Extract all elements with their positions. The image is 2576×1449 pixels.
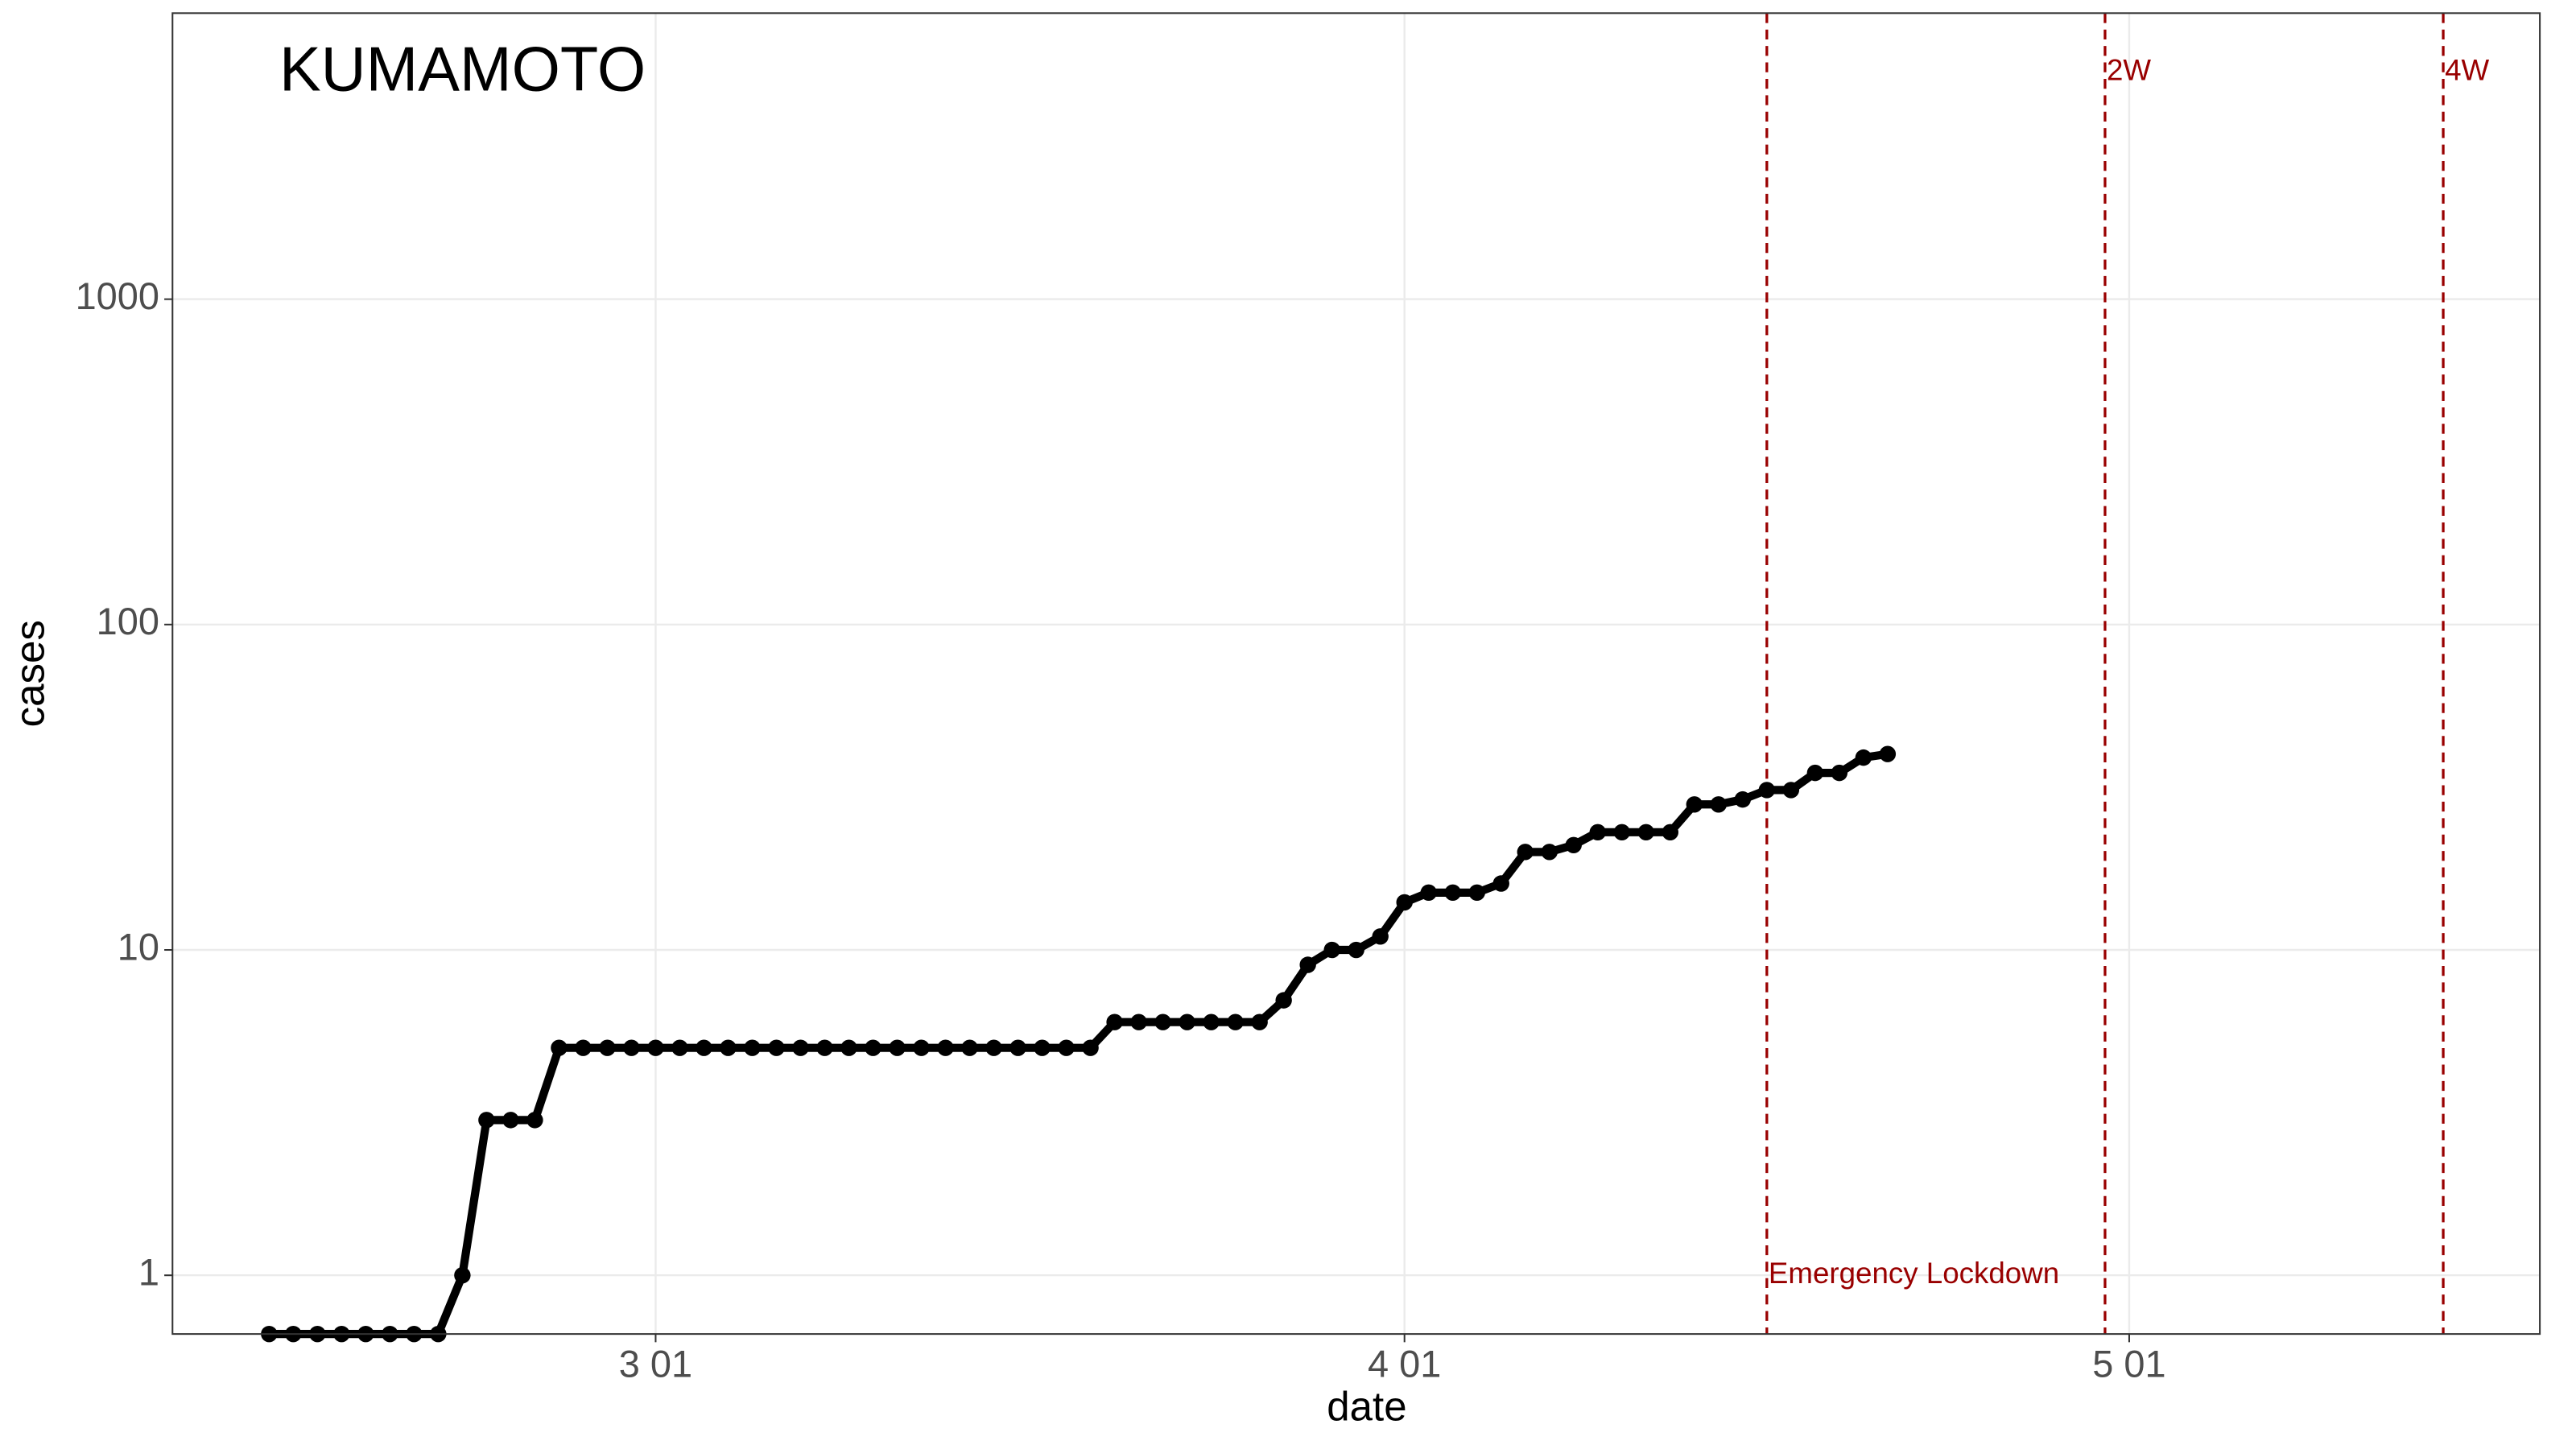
x-axis-label: date xyxy=(1327,1384,1406,1430)
data-point xyxy=(1299,956,1316,973)
data-point xyxy=(720,1039,737,1056)
reference-label: Emergency Lockdown xyxy=(1769,1257,2059,1290)
data-point xyxy=(913,1039,930,1056)
data-point xyxy=(1034,1039,1051,1056)
data-point xyxy=(961,1039,978,1056)
data-point xyxy=(1396,894,1413,911)
data-point xyxy=(1082,1039,1099,1056)
data-point xyxy=(1662,824,1679,841)
reference-label: 4W xyxy=(2445,53,2489,86)
data-point xyxy=(1782,782,1800,799)
data-point xyxy=(1251,1013,1268,1030)
data-point xyxy=(1637,824,1654,841)
data-point xyxy=(889,1039,906,1056)
data-point xyxy=(816,1039,833,1056)
data-point xyxy=(1130,1013,1147,1030)
x-tick-label: 3 01 xyxy=(619,1343,692,1385)
y-tick-label: 1 xyxy=(138,1252,159,1294)
data-point xyxy=(647,1039,664,1056)
panel-background xyxy=(172,13,2541,1335)
data-point xyxy=(526,1112,543,1129)
data-point xyxy=(671,1039,688,1056)
data-point xyxy=(1565,836,1582,853)
chart-title: KUMAMOTO xyxy=(279,35,646,104)
panel-border xyxy=(171,12,2541,1335)
data-point xyxy=(599,1039,616,1056)
data-point xyxy=(840,1039,857,1056)
data-point xyxy=(1806,764,1824,782)
data-point xyxy=(1710,796,1728,813)
data-point xyxy=(502,1112,519,1129)
data-point xyxy=(1179,1013,1195,1030)
data-point xyxy=(478,1112,495,1129)
data-point xyxy=(1758,782,1776,799)
data-point xyxy=(1106,1013,1123,1030)
data-point xyxy=(1492,875,1509,892)
data-point xyxy=(1348,941,1364,959)
data-point xyxy=(1372,928,1389,945)
data-point xyxy=(1613,824,1630,841)
data-point xyxy=(937,1039,954,1056)
data-point xyxy=(1831,764,1848,782)
y-tick-label: 10 xyxy=(118,926,159,968)
data-point xyxy=(985,1039,1002,1056)
data-point xyxy=(1154,1013,1171,1030)
data-point xyxy=(1420,884,1437,902)
x-tick-label: 5 01 xyxy=(2092,1343,2165,1385)
data-point xyxy=(1275,992,1292,1009)
data-point xyxy=(1468,884,1485,902)
data-point xyxy=(1009,1039,1026,1056)
data-point xyxy=(1058,1039,1075,1056)
data-point xyxy=(1203,1013,1220,1030)
data-point xyxy=(1227,1013,1244,1030)
y-tick-label: 100 xyxy=(97,601,159,642)
data-point xyxy=(1444,884,1461,902)
data-point xyxy=(768,1039,785,1056)
data-point xyxy=(1517,844,1534,861)
data-point xyxy=(1879,745,1897,762)
x-tick-label: 4 01 xyxy=(1368,1343,1441,1385)
data-point xyxy=(551,1039,568,1056)
data-point xyxy=(865,1039,881,1056)
data-point xyxy=(1541,844,1558,861)
data-point xyxy=(696,1039,712,1056)
y-axis-label: cases xyxy=(6,620,52,727)
data-point xyxy=(1589,824,1606,841)
data-point xyxy=(1323,941,1340,959)
y-tick-label: 1000 xyxy=(76,275,159,317)
data-point xyxy=(623,1039,640,1056)
data-point xyxy=(1734,791,1752,808)
data-point xyxy=(744,1039,761,1056)
reference-label: 2W xyxy=(2107,53,2151,86)
data-point xyxy=(454,1267,471,1284)
data-point xyxy=(575,1039,592,1056)
data-point xyxy=(1686,796,1703,813)
data-point xyxy=(792,1039,809,1056)
data-point xyxy=(1855,749,1872,766)
